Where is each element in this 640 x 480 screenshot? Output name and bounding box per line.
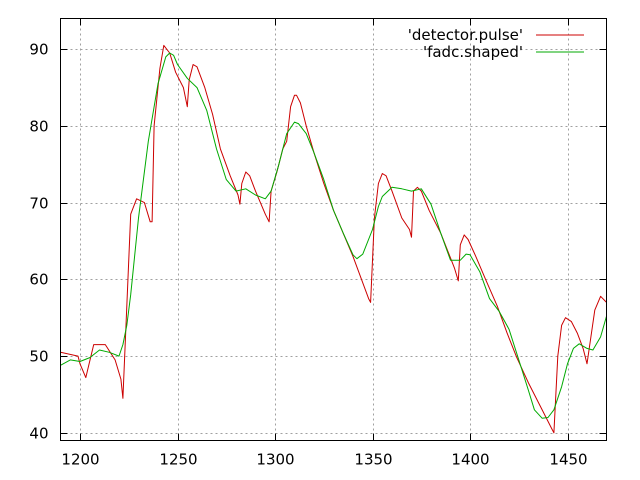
legend: 'detector.pulse''fadc.shaped' — [408, 26, 584, 61]
y-tick-label: 40 — [29, 425, 48, 443]
series-line-fadc-shaped — [60, 52, 607, 419]
x-tick-label: 1250 — [159, 451, 197, 469]
legend-label-detector-pulse: 'detector.pulse' — [408, 26, 523, 44]
x-tick-label: 1450 — [549, 451, 587, 469]
data-series — [60, 44, 607, 434]
series-line-detector-pulse — [60, 44, 607, 434]
legend-label-fadc-shaped: 'fadc.shaped' — [423, 43, 523, 61]
axis-ticks: 1200 1250 1300 1350 1400 1450 40 50 60 70 80 90 — [29, 18, 607, 469]
x-tick-label: 1200 — [61, 451, 99, 469]
y-tick-label: 50 — [29, 348, 48, 366]
y-tick-label: 90 — [29, 41, 48, 59]
x-tick-label: 1300 — [256, 451, 294, 469]
y-tick-label: 80 — [29, 118, 48, 136]
y-tick-label: 60 — [29, 271, 48, 289]
plot-border — [60, 18, 607, 441]
grid-lines — [60, 18, 607, 441]
x-tick-label: 1350 — [354, 451, 392, 469]
y-tick-label: 70 — [29, 195, 48, 213]
x-tick-label: 1400 — [451, 451, 489, 469]
